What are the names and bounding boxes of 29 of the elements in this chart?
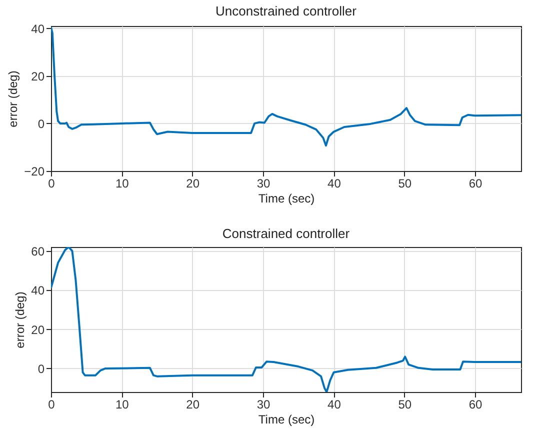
x-tick-label: 30: [256, 398, 271, 412]
line-series: [51, 26, 521, 147]
y-tick-label: 0: [38, 116, 45, 131]
x-tick-label: 40: [328, 398, 342, 412]
x-tick-label: 0: [48, 176, 56, 190]
x-tick-label: 50: [398, 398, 412, 412]
x-tick-label: 30: [256, 176, 271, 190]
x-tick-label: 10: [115, 176, 130, 190]
x-tick-label: 10: [115, 398, 130, 412]
y-tick-label: 20: [31, 69, 45, 84]
y-tick-label: 40: [31, 284, 45, 298]
x-tick-label: 50: [398, 176, 412, 190]
chart-title: Unconstrained controller: [216, 3, 358, 18]
x-tick-label: 40: [328, 176, 342, 190]
y-tick-label: −20: [24, 164, 45, 178]
y-tick-label: 20: [31, 322, 45, 337]
x-tick-label: 60: [468, 398, 483, 412]
x-tick-label: 60: [468, 176, 483, 190]
chart-title: Constrained controller: [222, 226, 350, 241]
x-axis-title: Time (sec): [258, 192, 315, 206]
x-tick-label: 20: [186, 398, 200, 412]
y-tick-label: 60: [31, 244, 45, 258]
y-axis-title: error (deg): [6, 70, 20, 128]
x-tick-label: 20: [186, 176, 200, 190]
y-axis-title: error (deg): [13, 292, 28, 348]
x-tick-label: 0: [48, 398, 56, 412]
x-axis-title: Time (sec): [258, 412, 315, 426]
y-tick-label: 0: [38, 362, 45, 376]
y-tick-label: 40: [31, 22, 45, 36]
